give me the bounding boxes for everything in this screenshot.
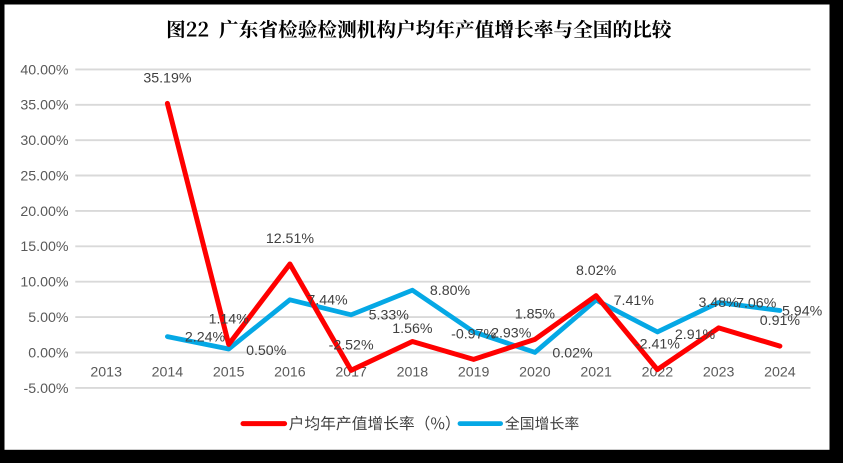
svg-text:40.00%: 40.00%: [20, 62, 69, 78]
svg-text:2019: 2019: [458, 365, 490, 381]
svg-text:2.93%: 2.93%: [491, 326, 532, 342]
svg-text:0.91%: 0.91%: [760, 313, 801, 329]
svg-text:0.00%: 0.00%: [28, 345, 69, 361]
svg-text:0.50%: 0.50%: [246, 343, 287, 359]
svg-text:2024: 2024: [764, 365, 796, 381]
svg-text:10.00%: 10.00%: [20, 275, 69, 291]
svg-text:3.48%: 3.48%: [698, 295, 739, 311]
svg-text:7.06%: 7.06%: [736, 295, 777, 311]
svg-text:2018: 2018: [397, 365, 429, 381]
svg-text:35.00%: 35.00%: [20, 98, 69, 114]
svg-text:7.44%: 7.44%: [307, 293, 348, 309]
svg-text:2021: 2021: [580, 365, 612, 381]
svg-text:-5.00%: -5.00%: [24, 381, 69, 397]
svg-text:2013: 2013: [90, 365, 122, 381]
svg-text:-2.52%: -2.52%: [329, 337, 374, 353]
svg-text:2022: 2022: [642, 365, 674, 381]
svg-text:0.02%: 0.02%: [552, 345, 593, 361]
svg-text:5.33%: 5.33%: [369, 308, 410, 324]
svg-text:-0.97%: -0.97%: [451, 327, 496, 343]
svg-text:20.00%: 20.00%: [20, 204, 69, 220]
svg-text:8.02%: 8.02%: [576, 263, 617, 279]
svg-text:2014: 2014: [152, 365, 184, 381]
svg-text:12.51%: 12.51%: [266, 231, 315, 247]
svg-text:2016: 2016: [274, 365, 306, 381]
svg-text:5.00%: 5.00%: [28, 310, 69, 326]
svg-text:5.94%: 5.94%: [782, 303, 823, 319]
svg-text:2.91%: 2.91%: [675, 327, 716, 343]
svg-text:-2.41%: -2.41%: [635, 337, 680, 353]
svg-text:1.85%: 1.85%: [515, 307, 556, 323]
svg-text:30.00%: 30.00%: [20, 133, 69, 149]
svg-text:35.19%: 35.19%: [143, 71, 192, 87]
svg-text:2023: 2023: [703, 365, 735, 381]
svg-text:1.14%: 1.14%: [209, 312, 250, 328]
svg-text:8.80%: 8.80%: [430, 283, 471, 299]
svg-text:2.24%: 2.24%: [185, 330, 226, 346]
svg-text:25.00%: 25.00%: [20, 168, 69, 184]
svg-text:15.00%: 15.00%: [20, 239, 69, 255]
svg-text:1.56%: 1.56%: [392, 321, 433, 337]
svg-text:2020: 2020: [519, 365, 551, 381]
svg-text:7.41%: 7.41%: [614, 293, 655, 309]
svg-text:2015: 2015: [213, 365, 245, 381]
